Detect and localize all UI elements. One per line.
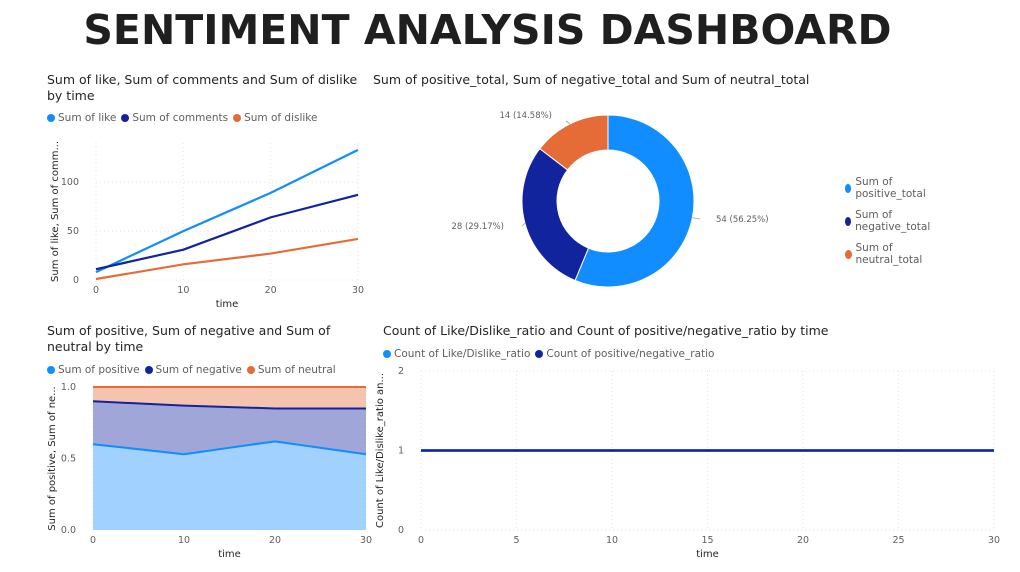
donut-slice xyxy=(521,147,590,282)
legend-label: Count of Like/Dislike_ratio xyxy=(394,348,531,360)
series-line xyxy=(95,148,359,274)
legend-label: Sum of positive xyxy=(58,364,140,376)
legend-swatch xyxy=(144,366,153,374)
legend-item[interactable]: Sum of negative_total xyxy=(845,209,933,233)
legend-swatch xyxy=(47,114,55,122)
data-label: 28 (29.17%) xyxy=(451,222,504,232)
legend-label: Sum of positive_total xyxy=(855,176,926,200)
legend: Sum of positive Sum of negative Sum of n… xyxy=(47,364,341,376)
x-axis-label: time xyxy=(218,549,241,560)
data-label: 14 (14.58%) xyxy=(499,111,552,121)
x-tick-label: 5 xyxy=(513,535,519,546)
legend-swatch xyxy=(121,114,130,122)
y-axis-label: Count of Like/Dislike_ratio an... xyxy=(375,373,386,528)
x-tick-label: 30 xyxy=(360,535,372,546)
legend-label: Count of positive/negative_ratio xyxy=(546,348,715,360)
y-tick-label: 0.0 xyxy=(61,525,76,536)
area-band xyxy=(93,387,366,409)
chart-title: Sum of positive_total, Sum of negative_t… xyxy=(373,72,810,87)
y-axis-label: Sum of like, Sum of comm... xyxy=(50,141,61,282)
x-tick-label: 0 xyxy=(90,535,96,546)
donut-slice xyxy=(539,114,609,171)
x-tick-label: 25 xyxy=(892,535,904,546)
y-tick-label: 0.5 xyxy=(61,454,76,465)
series-line xyxy=(92,400,366,410)
legend-label: Sum of neutral_total xyxy=(855,242,923,266)
area-band xyxy=(93,441,366,530)
legend-label: Sum of like xyxy=(58,112,117,124)
x-tick-label: 20 xyxy=(269,535,281,546)
legend-swatch xyxy=(47,366,55,374)
legend-item[interactable]: Sum of positive xyxy=(47,364,140,376)
legend-item[interactable]: Sum of neutral xyxy=(246,364,336,376)
y-tick-label: 2 xyxy=(398,366,404,377)
x-tick-label: 0 xyxy=(93,285,99,296)
legend-item[interactable]: Sum of positive_total xyxy=(845,176,933,200)
x-tick-label: 10 xyxy=(177,285,189,296)
leader-line xyxy=(692,217,701,220)
legend: Sum of like Sum of comments Sum of disli… xyxy=(47,112,322,124)
y-tick-label: 1.0 xyxy=(61,382,76,393)
legend-swatch xyxy=(233,114,242,122)
x-axis-label: time xyxy=(216,299,239,310)
legend-label: Sum of negative_total xyxy=(855,209,931,233)
legend-item[interactable]: Sum of comments xyxy=(121,112,228,124)
y-tick-label: 1 xyxy=(398,446,404,457)
x-tick-label: 30 xyxy=(988,535,1000,546)
y-tick-label: 0 xyxy=(398,525,404,536)
donut-slice xyxy=(574,114,695,288)
legend-label: Sum of neutral xyxy=(257,364,336,376)
x-tick-label: 10 xyxy=(178,535,190,546)
legend-label: Sum of comments xyxy=(132,112,229,124)
chart-title: Sum of positive, Sum of negative and Sum… xyxy=(47,323,331,354)
legend-item[interactable]: Sum of like xyxy=(47,112,116,124)
legend-swatch xyxy=(246,366,255,374)
y-tick-label: 0 xyxy=(73,275,79,286)
x-tick-label: 0 xyxy=(418,535,424,546)
x-tick-label: 10 xyxy=(606,535,618,546)
legend-swatch xyxy=(845,183,852,193)
x-tick-label: 30 xyxy=(352,285,364,296)
x-axis-label: time xyxy=(696,549,719,560)
legend: Count of Like/Dislike_ratio Count of pos… xyxy=(383,348,719,360)
chart-title: Count of Like/Dislike_ratio and Count of… xyxy=(383,323,829,338)
legend-swatch xyxy=(845,216,852,226)
leader-line xyxy=(521,222,526,227)
x-tick-label: 15 xyxy=(701,535,713,546)
x-tick-label: 20 xyxy=(797,535,809,546)
legend-item[interactable]: Sum of negative xyxy=(144,364,242,376)
legend-swatch xyxy=(535,350,544,358)
y-tick-label: 100 xyxy=(61,177,79,188)
page-title: SENTIMENT ANALYSIS DASHBOARD xyxy=(83,6,892,54)
legend-label: Sum of dislike xyxy=(244,112,318,124)
y-tick-label: 50 xyxy=(67,226,79,237)
leader-line xyxy=(565,120,571,125)
data-label: 54 (56.25%) xyxy=(716,215,769,225)
y-axis-label: Sum of positive, Sum of ne... xyxy=(47,386,58,530)
legend: Sum of positive_total Sum of negative_to… xyxy=(845,176,938,275)
legend-swatch xyxy=(383,350,391,358)
x-tick-label: 20 xyxy=(265,285,277,296)
legend-label: Sum of negative xyxy=(155,364,242,376)
legend-item[interactable]: Count of Like/Dislike_ratio xyxy=(383,348,530,360)
chart-title: Sum of like, Sum of comments and Sum of … xyxy=(47,72,358,103)
series-line xyxy=(95,237,359,281)
series-line xyxy=(95,193,359,271)
legend-item[interactable]: Sum of neutral_total xyxy=(845,242,933,266)
legend-item[interactable]: Sum of dislike xyxy=(233,112,317,124)
legend-item[interactable]: Count of positive/negative_ratio xyxy=(535,348,714,360)
area-band xyxy=(93,401,366,455)
legend-swatch xyxy=(845,249,852,259)
series-line xyxy=(92,440,367,456)
